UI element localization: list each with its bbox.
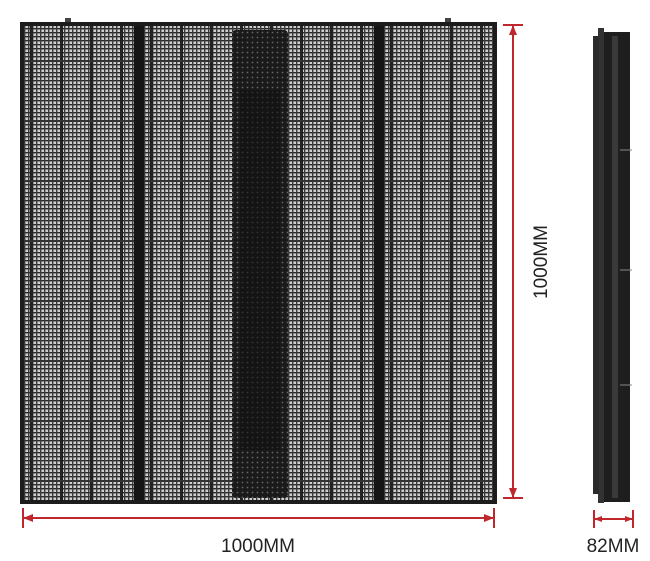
depth-label: 82MM: [587, 536, 640, 557]
dimension-lines: [22, 24, 634, 528]
front-panel: [20, 18, 497, 504]
height-label: 1000MM: [531, 225, 552, 299]
side-panel: [593, 28, 632, 503]
width-label: 1000MM: [221, 536, 295, 557]
